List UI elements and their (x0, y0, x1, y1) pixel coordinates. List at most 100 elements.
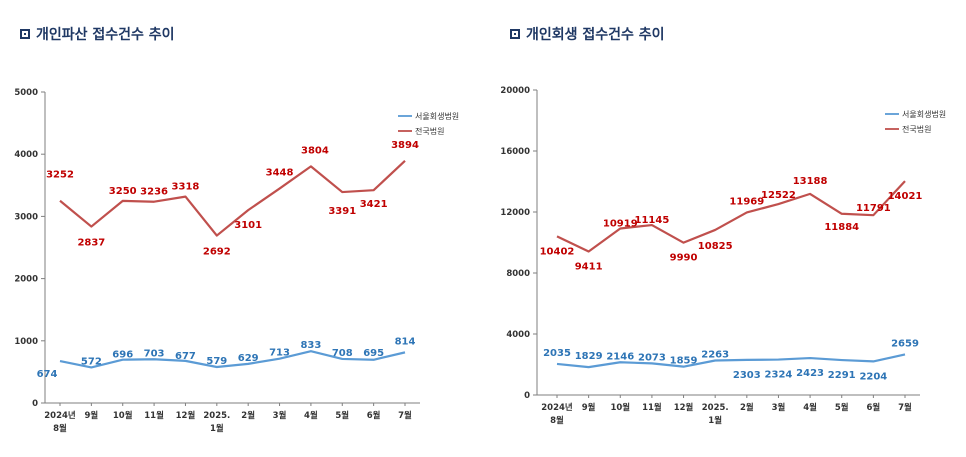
x-tick-label: 2024년 (541, 402, 573, 413)
data-label-national: 3101 (234, 220, 262, 231)
y-tick-label: 20000 (500, 86, 530, 96)
data-label-national: 3448 (266, 168, 294, 179)
data-label-seoul: 677 (175, 351, 196, 362)
data-label-national: 3250 (109, 186, 137, 197)
data-label-national: 3421 (360, 199, 388, 210)
data-label-seoul: 2324 (765, 370, 793, 381)
data-label-national: 2837 (77, 238, 105, 249)
legend-label: 전국법원 (902, 124, 931, 134)
series-line-national (59, 159, 406, 237)
x-tick-label: 1월 (210, 423, 224, 434)
x-tick-label: 2025. (702, 403, 729, 413)
data-label-national: 11145 (635, 215, 670, 226)
data-label-national: 9990 (670, 253, 698, 264)
square-bullet-icon (20, 29, 30, 39)
data-label-national: 3391 (328, 206, 356, 217)
x-tick-label: 9월 (582, 402, 596, 413)
x-tick-label: 12월 (674, 402, 694, 413)
x-tick-label: 9월 (84, 410, 98, 421)
x-tick-label: 8월 (53, 423, 67, 434)
x-tick-label: 5월 (835, 402, 849, 413)
data-label-seoul: 2146 (606, 351, 634, 362)
square-bullet-icon (510, 29, 520, 39)
y-tick-label: 3000 (14, 212, 38, 222)
data-label-seoul: 579 (206, 356, 227, 367)
data-label-seoul: 814 (395, 336, 416, 347)
data-label-national: 10825 (698, 241, 733, 252)
x-tick-label: 12월 (176, 410, 196, 421)
data-label-seoul: 2035 (543, 348, 571, 359)
data-label-seoul: 572 (81, 356, 102, 367)
x-tick-label: 2025. (203, 411, 230, 421)
bankruptcy-chart-title: 개인파산 접수건수 추이 (20, 24, 175, 44)
x-tick-label: 2월 (241, 410, 255, 421)
y-tick-label: 4000 (506, 330, 530, 340)
y-tick-label: 8000 (506, 269, 530, 279)
data-label-national: 13188 (793, 176, 828, 187)
data-label-seoul: 713 (269, 348, 290, 359)
x-tick-label: 3월 (273, 410, 287, 421)
y-tick-label: 1000 (14, 337, 38, 347)
data-label-seoul: 2659 (891, 338, 919, 349)
data-label-national: 10919 (603, 218, 638, 229)
data-label-seoul: 2073 (638, 352, 666, 363)
y-tick-label: 12000 (500, 208, 530, 218)
data-label-seoul: 2263 (701, 349, 729, 360)
x-tick-label: 6월 (367, 410, 381, 421)
data-label-national: 2692 (203, 247, 231, 258)
data-label-seoul: 1859 (670, 356, 698, 367)
data-label-national: 11969 (729, 196, 764, 207)
data-label-seoul: 674 (37, 369, 58, 380)
data-label-seoul: 2291 (828, 370, 856, 381)
x-tick-label: 10월 (610, 402, 630, 413)
legend-label: 전국법원 (415, 126, 444, 136)
y-tick-label: 5000 (14, 88, 38, 98)
x-tick-label: 5월 (335, 410, 349, 421)
bankruptcy-chart-panel: 개인파산 접수건수 추이 0 1000 2000 3000 4000 5000 2024년 8… (14, 24, 459, 434)
bankruptcy-chart-title-text: 개인파산 접수건수 추이 (36, 27, 175, 43)
x-tick-label: 2024년 (44, 410, 76, 421)
x-tick-label: 11월 (144, 410, 164, 421)
x-tick-label: 3월 (772, 402, 786, 413)
x-tick-label: 7월 (898, 402, 912, 413)
legend-label: 서울회생법원 (415, 111, 459, 121)
y-tick-label: 0 (524, 391, 530, 401)
data-label-seoul: 696 (112, 350, 133, 361)
data-label-national: 10402 (540, 246, 575, 257)
data-label-seoul: 708 (332, 348, 353, 359)
data-label-national: 11791 (856, 203, 891, 214)
data-label-national: 3804 (301, 145, 329, 156)
y-tick-label: 0 (32, 399, 38, 409)
x-tick-label: 8월 (550, 415, 564, 426)
data-label-seoul: 2204 (859, 371, 887, 382)
series-line-seoul (59, 350, 406, 369)
data-label-seoul: 2423 (796, 368, 824, 379)
rehabilitation-chart-panel: 개인회생 접수건수 추이 0 4000 8000 12000 16000 20000 202… (483, 0, 966, 457)
data-label-national: 11884 (824, 222, 859, 233)
x-tick-label: 6월 (866, 402, 880, 413)
x-tick-label: 10월 (113, 410, 133, 421)
data-label-national: 14021 (888, 191, 923, 202)
data-label-seoul: 703 (144, 348, 165, 359)
data-label-national: 12522 (761, 190, 796, 201)
data-label-seoul: 629 (238, 353, 259, 364)
y-tick-label: 2000 (14, 275, 38, 285)
legend-label: 서울회생법원 (902, 109, 946, 119)
x-tick-label: 1월 (708, 415, 722, 426)
data-label-seoul: 695 (363, 348, 384, 359)
data-label-seoul: 833 (300, 340, 321, 351)
series-line-seoul (556, 353, 906, 369)
data-label-national: 3252 (46, 170, 74, 181)
data-label-seoul: 2303 (733, 370, 761, 381)
y-tick-label: 4000 (14, 150, 38, 160)
x-tick-label: 11월 (642, 402, 662, 413)
x-tick-label: 7월 (398, 410, 412, 421)
rehabilitation-chart-title: 개인회생 접수건수 추이 (510, 24, 665, 44)
rehabilitation-chart-title-text: 개인회생 접수건수 추이 (526, 27, 665, 43)
x-tick-label: 4월 (803, 402, 817, 413)
data-label-national: 3318 (172, 182, 200, 193)
data-label-national: 9411 (575, 261, 603, 272)
data-label-national: 3236 (140, 187, 168, 198)
y-tick-label: 16000 (500, 147, 530, 157)
rehabilitation-line-chart: 0 4000 8000 12000 16000 20000 2024년 8월 9월 10월 11월 1… (500, 86, 946, 426)
